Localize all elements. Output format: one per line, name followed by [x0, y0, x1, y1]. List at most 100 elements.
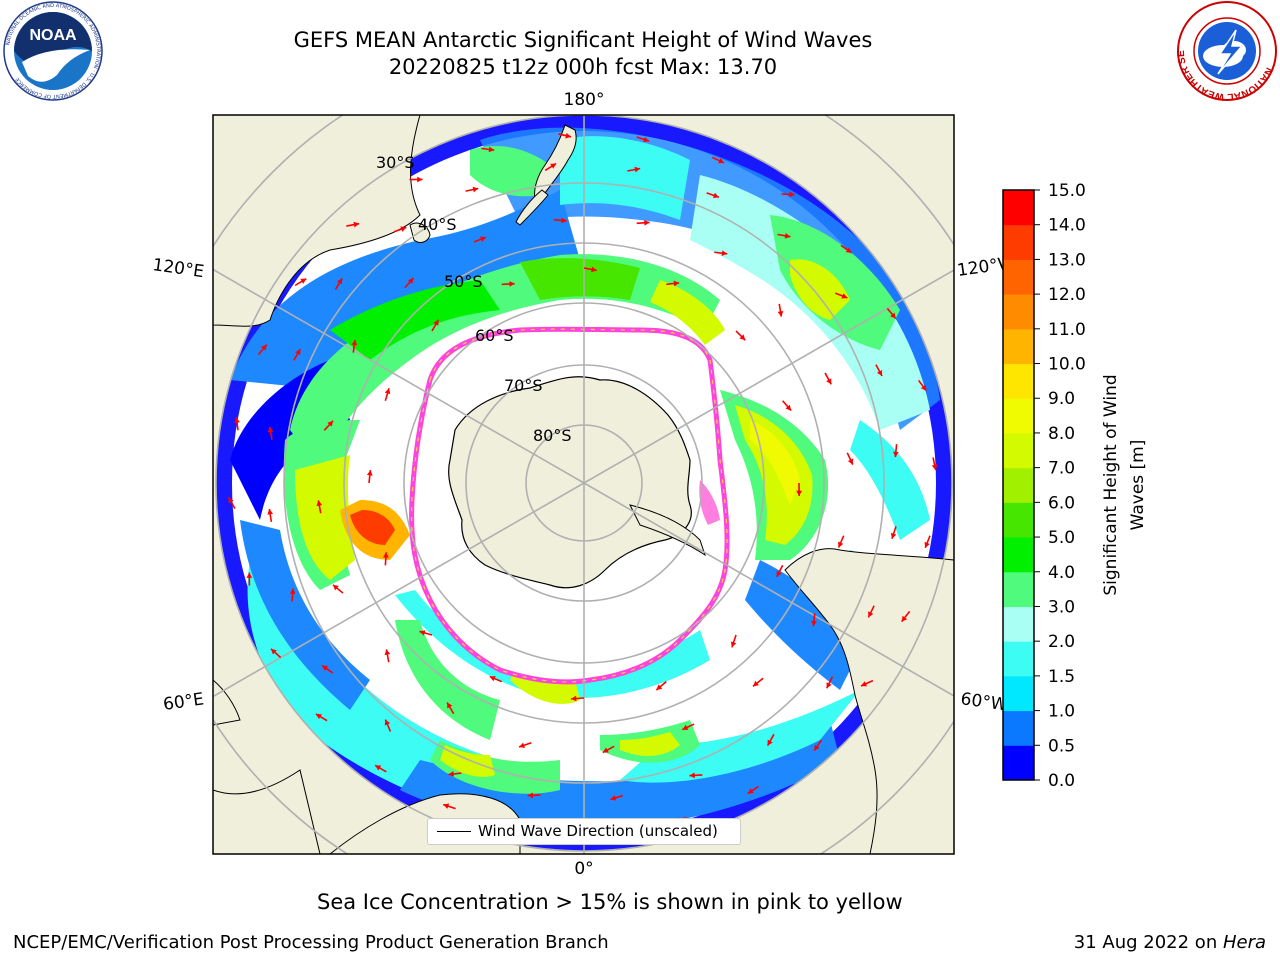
colorbar-tick-label: 6.0: [1048, 493, 1075, 513]
wave-arrow-head: [417, 176, 423, 183]
wave-arrow-head: [718, 158, 725, 164]
colorbar-tick-label: 10.0: [1048, 355, 1086, 375]
wave-arrow-head: [767, 739, 773, 746]
wave-arrow-head: [747, 788, 754, 794]
wave-arrow-head: [322, 665, 329, 671]
wave-arrow-head: [901, 615, 908, 622]
wave-arrow-head: [315, 713, 322, 720]
colorbar-tick-label: 11.0: [1048, 320, 1086, 340]
wave-arrow-head: [789, 191, 795, 198]
colorbar-swatch: [1003, 432, 1034, 469]
wave-arrow-head: [332, 584, 339, 591]
wave-arrow-head: [814, 744, 820, 751]
wave-arrow-head: [890, 532, 897, 539]
wave-arrow-head: [784, 232, 791, 239]
wave-arrow-head: [893, 451, 899, 458]
sea-ice-note: Sea Ice Concentration > 15% is shown in …: [317, 890, 903, 914]
lon-label-60e: 60°E: [162, 689, 205, 714]
wave-arrow-head: [920, 384, 927, 391]
lon-label-60w: 60°W: [959, 689, 1008, 715]
colorbar-tick-label: 3.0: [1048, 597, 1075, 617]
colorbar-tick-label: 0.5: [1048, 736, 1075, 756]
colorbar-tick-label: 12.0: [1048, 285, 1086, 305]
colorbar-swatch: [1003, 571, 1034, 607]
footer-host: Hera: [1222, 932, 1266, 953]
colorbar-swatch: [1003, 537, 1034, 573]
colorbar: 0.0 0.5 1.0 1.5 2.0 3.0 4.0 5.0 6.0 7.0 8.0 9.0 10.0…: [1002, 181, 1086, 791]
wave-arrow-head: [682, 724, 689, 730]
wave-arrow-head: [261, 344, 267, 351]
wave-arrow-head: [571, 695, 577, 702]
colorbar-swatch: [1003, 328, 1034, 365]
wave-arrow-head: [847, 458, 854, 465]
wave-arrow-head: [776, 570, 782, 577]
wave-arrow-head: [785, 404, 792, 411]
wave-arrow-head: [890, 312, 896, 319]
wave-arrow-head: [351, 339, 358, 346]
footer-credit: NCEP/EMC/Verification Post Processing Pr…: [13, 932, 609, 953]
wave-arrow-head: [689, 772, 695, 779]
wave-arrow-head: [777, 311, 784, 317]
colorbar-tick-label: 14.0: [1048, 216, 1086, 236]
footer-date-text: 31 Aug 2022 on: [1073, 932, 1223, 953]
wave-arrow-head: [400, 226, 407, 232]
wave-arrow-head: [443, 803, 450, 809]
colorbar-label: Significant Height of Wind Waves [m]: [1101, 374, 1148, 595]
lat-label-70s: 70°S: [504, 376, 543, 395]
noaa-logo-text: NOAA: [29, 27, 77, 44]
wave-arrow-head: [316, 500, 323, 507]
map-subtitle: 20220825 t12z 000h fcst Max: 13.70: [388, 55, 778, 79]
colorbar-tick-label: 8.0: [1048, 424, 1075, 444]
lon-label-180: 180°: [564, 90, 605, 110]
wave-arrow-head: [267, 508, 274, 515]
wave-direction-arrows: [227, 132, 938, 837]
wave-arrow-head: [337, 278, 343, 285]
colorbar-tick-label: 15.0: [1048, 181, 1086, 201]
wave-arrow-head: [550, 163, 557, 169]
wave-arrow-head: [433, 319, 439, 326]
wave-arrow-head: [796, 490, 802, 496]
wave-arrow-head: [931, 464, 938, 471]
colorbar-tick-label: 4.0: [1048, 563, 1075, 583]
lat-label-50s: 50°S: [444, 272, 483, 291]
colorbar-tick-label: 9.0: [1048, 389, 1075, 409]
wave-arrow-head: [656, 684, 663, 691]
lon-label-0: 0°: [574, 859, 593, 879]
wave-arrow-head: [924, 541, 930, 548]
wave-arrow-head: [868, 611, 874, 618]
map-legend: Wind Wave Direction (unscaled): [427, 818, 741, 845]
map-title: GEFS MEAN Antarctic Significant Height o…: [293, 28, 873, 52]
colorbar-swatch: [1003, 224, 1034, 260]
colorbar-tick-label: 5.0: [1048, 528, 1075, 548]
wave-arrow-head: [509, 281, 515, 287]
wave-arrow-head: [838, 541, 844, 548]
legend-line-icon: [437, 831, 471, 832]
wave-arrow-head: [721, 250, 728, 257]
wave-arrow-head: [289, 588, 296, 594]
wave-arrow-head: [480, 236, 487, 242]
wave-arrow-head: [752, 680, 759, 687]
colorbar-swatch: [1003, 606, 1034, 642]
wave-arrow-head: [327, 420, 334, 427]
wave-arrow-head: [419, 630, 426, 636]
lat-label-40s: 40°S: [418, 215, 457, 234]
map-frame: [212, 114, 955, 855]
noaa-logo: NOAA NATIONAL OCEANIC AND ATMOSPHERIC AD…: [3, 1, 103, 101]
wave-arrow-head: [712, 192, 719, 199]
colorbar-tick-label: 0.0: [1048, 771, 1075, 791]
legend-label: Wind Wave Direction (unscaled): [478, 822, 718, 840]
wave-arrow-head: [270, 648, 277, 655]
lat-label-80s: 80°S: [533, 426, 572, 445]
colorbar-tick-label: 1.0: [1048, 702, 1075, 722]
wave-arrow-head: [527, 792, 533, 799]
colorbar-swatch: [1003, 710, 1034, 746]
wave-arrow-head: [565, 132, 572, 139]
wave-arrow-head: [246, 572, 253, 578]
colorbar-tick-label: 7.0: [1048, 459, 1075, 479]
wave-arrow-head: [841, 293, 848, 299]
colorbar-tick-label: 1.5: [1048, 667, 1075, 687]
lat-label-60s: 60°S: [475, 326, 514, 345]
wave-arrow-head: [382, 552, 389, 558]
wave-arrow-head: [407, 278, 414, 284]
